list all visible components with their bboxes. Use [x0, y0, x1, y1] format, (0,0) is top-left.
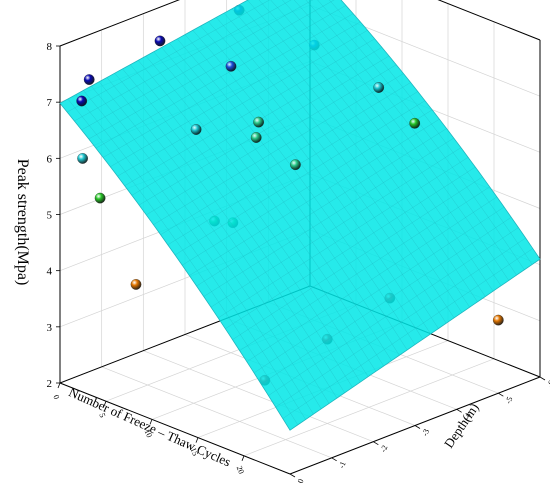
- data-point: [83, 74, 95, 85]
- surface-mesh: [200, 25, 431, 335]
- y-tick-label: -6: [545, 379, 550, 389]
- surface-mesh: [208, 21, 439, 329]
- axis-edge: [59, 382, 291, 475]
- surface-mesh: [217, 157, 469, 319]
- y-tick-label: -5: [504, 395, 515, 405]
- data-point: [190, 124, 202, 135]
- x-tick-label: 15: [189, 446, 200, 457]
- y-tick: [331, 457, 337, 462]
- surface-mesh: [196, 128, 447, 287]
- surface-mesh: [184, 34, 416, 345]
- surface-mesh: [239, 4, 470, 308]
- data-point: [409, 117, 421, 129]
- y-tick: [373, 441, 379, 446]
- z-tick-label: 8: [47, 41, 53, 53]
- surface-mesh: [223, 12, 455, 319]
- surface-mesh: [282, 248, 533, 419]
- grid-line: [143, 350, 374, 442]
- surface-mesh: [340, 0, 541, 260]
- surface-mesh: [239, 186, 490, 351]
- surface-mesh: [317, 0, 525, 270]
- tick-labels: 2 3 4 5 6 7 8 0 5 10 15 20 0 -1 -2 -3 -4 -5 -6: [47, 41, 550, 485]
- fitted-surface: [59, 0, 541, 431]
- surface-mesh: [305, 0, 517, 276]
- z-tick-label: 3: [47, 322, 53, 334]
- grid-line: [101, 366, 332, 459]
- points-front-of-surface: [76, 35, 421, 171]
- y-tick-label: 0: [296, 478, 306, 485]
- surface-mesh: [203, 137, 454, 297]
- surface-mesh: [231, 8, 463, 313]
- x-tick: [57, 382, 61, 389]
- surface-mesh: [232, 176, 483, 340]
- surface-mesh: [258, 0, 486, 297]
- surface-mesh: [289, 258, 541, 431]
- data-point: [373, 82, 385, 93]
- surface-mesh: [216, 17, 447, 324]
- surface-mesh: [268, 227, 519, 396]
- data-point: [94, 192, 106, 204]
- axis-edge: [59, 0, 180, 47]
- data-point: [290, 159, 301, 171]
- data-point: [130, 279, 142, 290]
- x-tick-label: 20: [235, 464, 246, 475]
- y-tick: [539, 376, 546, 381]
- surface-mesh: [282, 0, 502, 286]
- surface-mesh: [182, 109, 433, 266]
- x-tick-label: 0: [51, 394, 61, 401]
- surface-mesh: [261, 217, 512, 385]
- surface-mesh: [189, 118, 440, 276]
- surface-mesh: [192, 30, 424, 340]
- y-tick-label: -4: [462, 412, 473, 422]
- surface-mesh: [275, 237, 526, 408]
- data-point: [492, 314, 504, 326]
- y-tick-label: -2: [379, 444, 390, 454]
- y-tick-label: -3: [420, 428, 431, 438]
- z-tick-label: 4: [47, 266, 53, 278]
- surface-fill: [59, 0, 541, 431]
- y-tick-label: -1: [337, 460, 348, 470]
- surface-mesh: [246, 196, 498, 362]
- z-tick-label: 5: [47, 210, 53, 222]
- data-point: [225, 60, 237, 72]
- surface-mesh: [328, 0, 533, 265]
- surface-mesh: [210, 147, 462, 308]
- axis-edge: [437, 0, 541, 41]
- y-tick: [498, 392, 504, 397]
- x-tick-label: 5: [97, 412, 107, 419]
- data-point: [76, 95, 88, 107]
- x-tick: [149, 419, 153, 425]
- x-axis-label: Number of Freeze – Thaw Cycles: [67, 384, 233, 469]
- y-tick: [289, 473, 296, 478]
- surface-mesh: [253, 206, 505, 374]
- x-tick: [195, 437, 199, 443]
- surface-mesh: [270, 0, 494, 292]
- data-point: [250, 132, 262, 143]
- y-tick: [414, 425, 421, 429]
- z-tick-label: 7: [47, 97, 53, 109]
- z-tick-label: 6: [47, 153, 53, 165]
- data-point: [77, 153, 88, 164]
- surface-mesh: [247, 0, 478, 302]
- surface-mesh: [293, 0, 509, 281]
- data-point: [253, 116, 264, 128]
- z-axis-label: Peak strength(Mpa): [14, 159, 31, 286]
- z-tick-label: 2: [47, 378, 53, 390]
- x-tick: [103, 401, 107, 407]
- data-point: [154, 35, 166, 47]
- x-tick-label: 10: [143, 428, 154, 439]
- y-tick: [456, 408, 462, 413]
- surface-mesh: [225, 166, 476, 329]
- x-tick: [241, 455, 245, 461]
